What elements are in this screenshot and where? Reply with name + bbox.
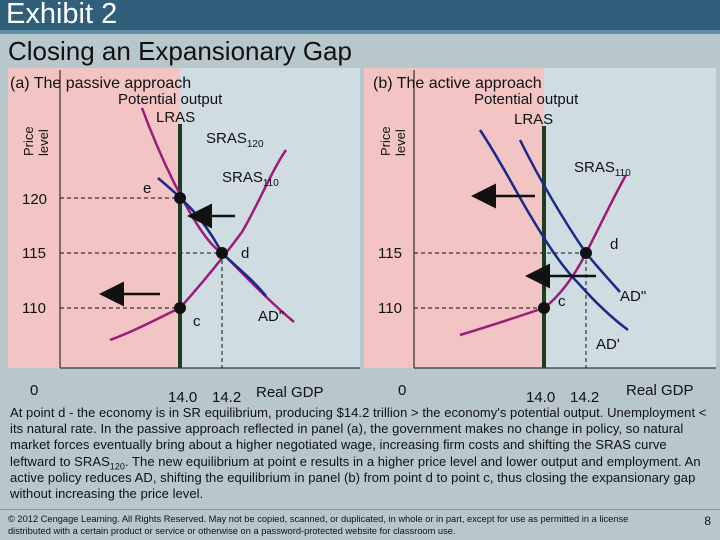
panel-a-sras120-curve (109, 149, 288, 342)
panel-a-ytick-120: 120 (22, 191, 47, 208)
panel-b-point-d-label: d (610, 236, 618, 253)
panel-a-ytick-115: 115 (22, 245, 46, 262)
panel-b-title: (b) The active approach (373, 75, 542, 92)
header-band (0, 0, 720, 30)
panel-b-y-label-level: level (393, 129, 408, 156)
panel-b-ad1-curve (478, 129, 629, 331)
panel-b-ytick-115: 115 (378, 245, 402, 262)
header-divider (0, 30, 720, 34)
panel-a-x-label: Real GDP (256, 384, 324, 401)
panel-b-lras-label: LRAS (514, 111, 553, 128)
exhibit-title: Exhibit 2 (6, 0, 118, 30)
explanation-text-part1: At point d - the economy is in SR equili… (10, 405, 707, 469)
panel-b-point-c-dot (538, 302, 550, 314)
panel-b-ad2-label: AD" (620, 288, 646, 305)
panel-b-xtick-14-2: 14.2 (570, 389, 599, 406)
panel-b-ad1-label: AD' (596, 336, 620, 353)
explanation-text: At point d - the economy is in SR equili… (10, 405, 712, 502)
panel-a-origin: 0 (30, 382, 38, 399)
panel-a-title: (a) The passive approach (10, 75, 191, 92)
panel-b-sras110-curve (459, 174, 628, 337)
explanation-subscript: 120 (109, 461, 125, 472)
panel-a-point-c-label: c (193, 313, 201, 330)
panel-a-lras-label: LRAS (156, 109, 195, 126)
page-number: 8 (704, 514, 711, 528)
panel-a-sras120-label: SRAS120 (206, 130, 264, 150)
panel-b-y-label-price: Price (378, 126, 393, 156)
panel-a-point-d-dot (216, 247, 228, 259)
slide-subtitle: Closing an Expansionary Gap (8, 36, 352, 66)
footer-divider (0, 509, 720, 510)
panel-b-origin: 0 (398, 382, 406, 399)
panel-a-point-c-dot (174, 302, 186, 314)
panel-a: (a) The passive approach Potential outpu… (8, 68, 360, 406)
panel-b-x-label: Real GDP (626, 382, 694, 399)
panel-b: (b) The active approach Potential output… (364, 68, 716, 406)
panel-b-ytick-110: 110 (378, 300, 402, 317)
panel-b-potential-output-label: Potential output (474, 91, 579, 108)
explanation-text-part2: . The new equilibrium at point e results… (10, 453, 701, 502)
panel-b-point-c-label: c (558, 293, 566, 310)
panel-b-sras110-label: SRAS110 (574, 159, 631, 179)
panel-a-point-d-label: d (241, 245, 249, 262)
panel-a-potential-output-label: Potential output (118, 91, 223, 108)
panel-a-point-e-label: e (143, 180, 151, 197)
panel-a-ad-label: AD" (258, 308, 284, 325)
panel-a-sras110-label: SRAS110 (222, 169, 279, 189)
copyright-notice: © 2012 Cengage Learning. All Rights Rese… (8, 514, 629, 536)
panel-a-xtick-14-0: 14.0 (168, 389, 197, 406)
panel-a-ytick-110: 110 (22, 300, 46, 317)
panel-b-xtick-14-0: 14.0 (526, 389, 555, 406)
panel-b-point-d-dot (580, 247, 592, 259)
panel-b-ad2-curve (518, 139, 621, 293)
panel-a-gap-region (8, 68, 180, 368)
panel-a-y-label-price: Price (21, 126, 36, 156)
panel-a-xtick-14-2: 14.2 (212, 389, 241, 406)
panel-b-plot-bg (544, 68, 716, 368)
panel-a-point-e-dot (174, 192, 186, 204)
panel-a-y-label-level: level (36, 129, 51, 156)
